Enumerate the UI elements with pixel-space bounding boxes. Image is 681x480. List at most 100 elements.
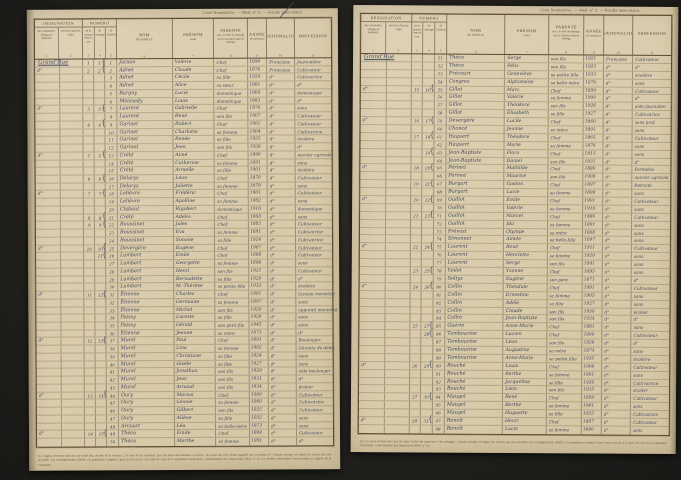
- cell-street: [35, 137, 82, 144]
- cell-street: [359, 425, 409, 433]
- cell-prenom: Germaine: [173, 298, 215, 306]
- cell-nom: Étienne: [117, 306, 174, 314]
- cell-parente: son fils: [547, 63, 584, 71]
- cell-annee: 1901: [582, 197, 603, 205]
- column-number: 3: [416, 48, 418, 53]
- cell-nationalite: d°: [601, 379, 631, 387]
- cell-prenom: Jean: [172, 143, 214, 151]
- cell-maison-no: [408, 401, 421, 409]
- cell-profession: sans: [630, 347, 670, 355]
- cell-street: [360, 172, 410, 179]
- cell-street: d°: [359, 417, 409, 424]
- cell-maison-no: 18: [409, 164, 422, 172]
- cell-nationalite: d°: [602, 87, 633, 95]
- cell-maison-no: [409, 306, 421, 314]
- cell-maison-no: [83, 229, 95, 237]
- cell-profession: sans: [629, 426, 669, 435]
- cell-individu-no: 73: [432, 228, 445, 236]
- cell-nom: Moissedy: [116, 97, 172, 105]
- cell-parente: sa femme: [215, 398, 250, 406]
- cell-annee: 1878: [247, 182, 267, 190]
- cell-street: [36, 253, 83, 260]
- cell-maison-no: [410, 78, 422, 85]
- cell-menage-no: [421, 70, 434, 78]
- cell-street: [361, 70, 411, 77]
- cell-individu-no: 32: [105, 299, 118, 306]
- cell-nationalite: d°: [266, 73, 295, 81]
- cell-menage-no: [94, 322, 106, 330]
- cell-nationalite: d°: [601, 386, 631, 395]
- cell-nom: Crété: [116, 167, 173, 175]
- cell-prenom: Olympe: [503, 228, 547, 236]
- cell-menage-no: [94, 198, 106, 206]
- cell-nationalite: d°: [601, 331, 631, 339]
- cell-nationalite: d°: [268, 437, 297, 446]
- header-col-individu: de l'individu 5: [104, 27, 117, 59]
- cell-prenom: Gérald: [173, 321, 215, 329]
- cell-nationalite: d°: [267, 390, 296, 398]
- cell-street: [361, 62, 411, 69]
- cell-parente: sa fille: [547, 110, 583, 118]
- cell-profession: écolière: [630, 355, 670, 363]
- cell-nom: Benoît: [443, 425, 502, 434]
- cell-maison-no: 24: [409, 283, 421, 291]
- cell-parente: Chef: [546, 331, 582, 339]
- cell-maison-no: [410, 93, 422, 101]
- cell-individu-no: 90: [431, 362, 445, 370]
- cell-profession: Cultivatrice: [631, 110, 671, 119]
- cell-nom: Delarys: [116, 175, 173, 183]
- cell-parente: Chef: [213, 58, 248, 66]
- cell-prenom: Rigobert: [172, 205, 215, 213]
- cell-prenom: Gisèle: [173, 360, 216, 368]
- header-col-rues: des rues dans les villes 2: [385, 22, 411, 54]
- cell-parente: Chef: [213, 151, 248, 159]
- table-header: DÉSIGNATION des communes, villages et ha…: [34, 18, 332, 60]
- cell-street: [35, 90, 82, 97]
- cell-street: d°: [360, 243, 410, 250]
- cell-nom: Guérin: [444, 322, 503, 331]
- column-number: 3: [87, 53, 90, 58]
- cell-street: [37, 377, 84, 384]
- cell-profession: sans: [630, 371, 670, 379]
- cell-nom: Lambert: [117, 267, 173, 275]
- cell-annee: 1929: [248, 367, 268, 375]
- cell-annee: 1901: [247, 120, 267, 128]
- cell-street: [360, 180, 410, 187]
- cell-annee: 1924: [248, 352, 268, 360]
- cell-menage-no: [422, 54, 434, 62]
- cell-individu-no: 17: [104, 183, 117, 190]
- cell-parente: sa belle-mère: [547, 78, 584, 86]
- cell-maison-no: [409, 291, 421, 299]
- cell-profession: sans prof.: [631, 118, 671, 126]
- cell-menage-no: [94, 275, 106, 283]
- cell-annee: 1920: [247, 74, 267, 81]
- cell-annee: 1907: [248, 244, 268, 252]
- cell-individu-no: 62: [433, 141, 446, 149]
- cell-profession: Cultivateur: [630, 284, 670, 292]
- cell-profession: d°: [630, 316, 670, 324]
- cell-annee: 1897: [582, 181, 603, 189]
- cell-annee: 1932: [249, 414, 269, 422]
- cell-maison-no: [82, 98, 94, 105]
- cell-nationalite: d°: [266, 213, 295, 220]
- cell-nom: Congres: [445, 78, 505, 86]
- cell-menage-no: 4{: [93, 119, 106, 129]
- table-row: 50 Théco Marthe sa femme 1891 d° d°: [37, 437, 333, 447]
- cell-individu-no: 64: [432, 157, 446, 165]
- cell-annee: 1897: [248, 298, 268, 306]
- cell-street: [36, 307, 83, 314]
- cell-prenom: Marius: [173, 391, 216, 399]
- cell-parente: son fils: [546, 307, 582, 315]
- cell-prenom: Georgette: [172, 259, 215, 267]
- cell-parente: Chef: [547, 149, 583, 157]
- cell-prenom: Gilbert: [173, 406, 216, 414]
- cell-nom: Haquert: [445, 133, 504, 141]
- cell-annee: 1886: [582, 213, 603, 221]
- cell-nom: Adnet: [116, 74, 172, 82]
- cell-nationalite: d°: [267, 274, 296, 282]
- cell-nom: Maugel: [443, 393, 503, 402]
- cell-maison-no: [409, 298, 421, 306]
- cell-individu-no: 79: [432, 275, 445, 283]
- cell-maison-no: [410, 70, 423, 78]
- cell-profession: sans: [295, 313, 333, 321]
